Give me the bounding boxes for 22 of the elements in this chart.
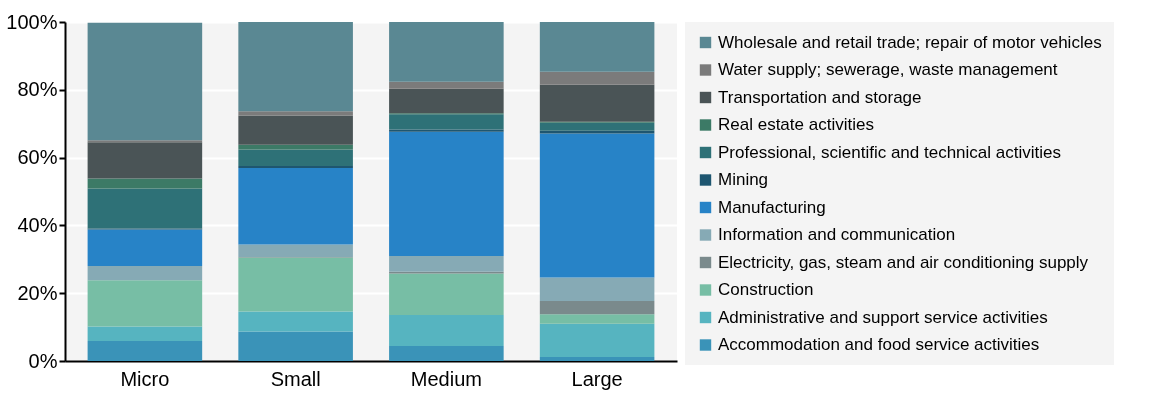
legend-label: Mining <box>718 170 769 189</box>
y-tick-label: 60% <box>17 146 58 169</box>
legend-label: Accommodation and food service activities <box>718 335 1040 354</box>
y-tick-label: 80% <box>17 78 58 101</box>
legend-label: Administrative and support service activities <box>718 307 1048 327</box>
y-tick-label: 20% <box>17 281 58 304</box>
legend-label: Transportation and storage <box>718 87 922 107</box>
legend-label: Information and communication <box>718 225 956 244</box>
legend-label: Water supply; sewerage, waste management <box>718 60 1058 79</box>
x-tick-label: Small <box>270 367 321 390</box>
y-tick-label: 40% <box>17 213 58 236</box>
x-tick-label: Micro <box>120 367 170 390</box>
x-tick-label: Large <box>571 367 623 390</box>
legend-label: Manufacturing <box>718 197 826 217</box>
legend-label: Professional, scientific and technical activities <box>718 142 1061 162</box>
x-tick-label: Medium <box>410 367 482 390</box>
legend-label: Construction <box>718 280 814 299</box>
y-tick-label: 100% <box>6 10 58 33</box>
y-tick-label: 0% <box>28 349 58 372</box>
legend-label: Electricity, gas, steam and air conditioning supply <box>718 252 1089 272</box>
legend-label: Wholesale and retail trade; repair of motor vehicles <box>718 32 1102 52</box>
legend-label: Real estate activities <box>718 115 874 134</box>
